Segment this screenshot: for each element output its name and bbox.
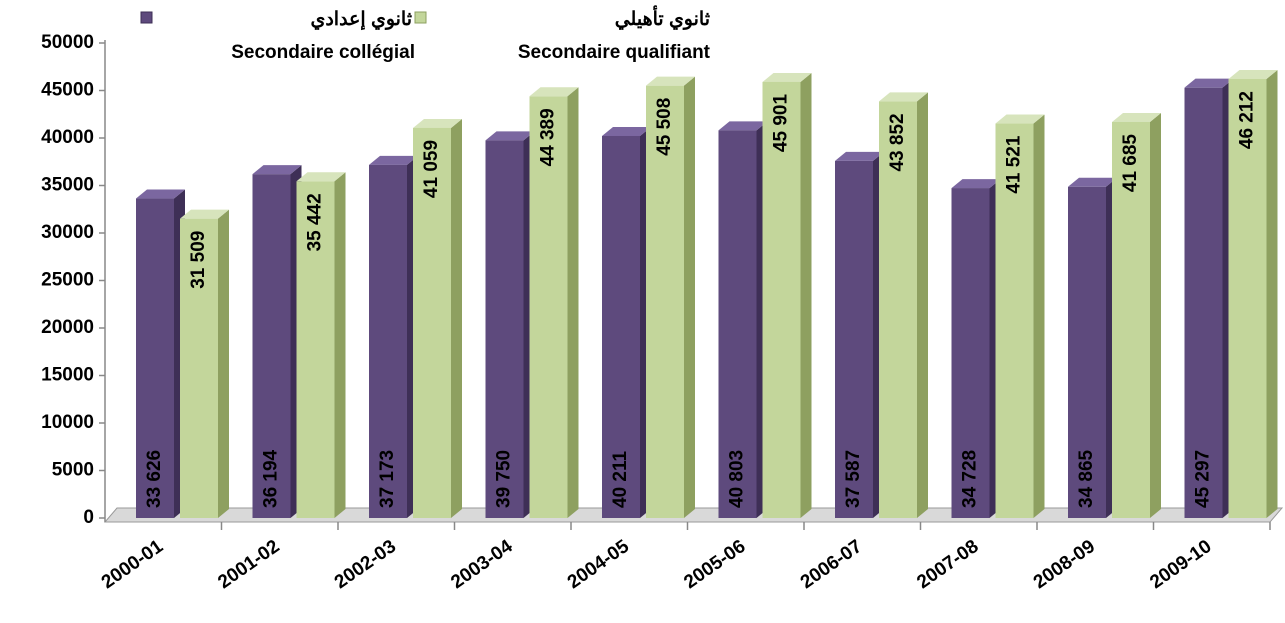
bar-top	[1112, 112, 1161, 122]
value-label: 37 587	[843, 450, 864, 508]
value-label: 41 685	[1120, 134, 1141, 193]
bar	[835, 160, 873, 518]
legend-label: Secondaire collégial	[231, 42, 415, 63]
value-label: 35 442	[305, 193, 326, 251]
value-label: 34 865	[1076, 449, 1097, 508]
x-tick-label: 2008-09	[1030, 536, 1099, 593]
bar	[252, 174, 291, 519]
legend-label-ar: ثانوي تأهيلي	[615, 5, 710, 31]
value-label: 45 901	[771, 94, 792, 153]
bar-top	[413, 118, 462, 128]
bar-top	[296, 172, 346, 182]
x-tick-label: 2006-07	[797, 536, 866, 593]
bar	[951, 188, 990, 519]
value-label: 31 509	[188, 231, 209, 289]
value-label: 37 173	[377, 450, 398, 508]
x-tick-label: 2004-05	[564, 536, 634, 593]
value-label: 43 852	[887, 113, 908, 171]
bar	[602, 135, 640, 519]
value-label: 44 389	[538, 108, 559, 166]
bar-top	[485, 131, 535, 141]
x-tick-label: 2002-03	[331, 536, 400, 593]
bar-top	[718, 121, 768, 131]
x-tick-label: 2005-06	[680, 536, 749, 593]
bar-top	[529, 87, 579, 97]
legend-label-ar: ثانوي إعدادي	[310, 9, 412, 31]
y-tick-label: 40000	[41, 127, 94, 148]
bar-side	[684, 76, 695, 518]
bar-side	[334, 172, 346, 518]
y-tick-label: 35000	[41, 175, 94, 196]
legend-swatch	[140, 11, 153, 24]
bar	[180, 218, 218, 519]
bar-top	[252, 165, 302, 175]
x-tick-label: 2007-08	[913, 536, 982, 593]
bar	[485, 140, 524, 518]
x-tick-label: 2000-01	[98, 536, 168, 593]
bar-top	[369, 155, 418, 165]
bar-top	[995, 114, 1045, 124]
bar-top	[136, 189, 185, 199]
legend-swatch	[414, 11, 427, 24]
value-label: 40 803	[727, 450, 748, 508]
value-label: 39 750	[494, 450, 515, 508]
bar-top	[1228, 69, 1278, 79]
bar-side	[451, 118, 462, 518]
y-tick-label: 30000	[41, 222, 94, 243]
bar-top	[602, 126, 651, 136]
x-tick-label: 2003-04	[447, 536, 517, 593]
bar	[762, 81, 801, 519]
bar-top	[180, 209, 229, 219]
bar-side	[800, 72, 812, 519]
bar-side	[917, 92, 928, 518]
bar	[995, 123, 1034, 518]
y-tick-label: 15000	[41, 365, 94, 386]
bar-side	[218, 209, 229, 519]
bar-top	[1184, 78, 1234, 88]
bar-side	[1150, 112, 1161, 519]
bar-top	[646, 76, 695, 86]
bar-top	[1068, 177, 1117, 187]
y-tick-label: 5000	[52, 460, 94, 481]
y-tick-label: 45000	[41, 80, 94, 101]
bar	[1112, 121, 1150, 519]
y-tick-label: 25000	[41, 270, 94, 291]
y-tick-label: 0	[83, 507, 94, 528]
bar-side	[1266, 69, 1278, 519]
value-label: 36 194	[261, 449, 282, 508]
value-label: 41 521	[1004, 135, 1025, 194]
y-tick-label: 50000	[41, 32, 94, 53]
value-label: 40 211	[610, 451, 631, 508]
bar-top	[879, 92, 928, 102]
x-tick-label: 2009-10	[1146, 536, 1215, 593]
value-label: 46 212	[1237, 91, 1258, 149]
bar	[718, 130, 757, 518]
y-tick-label: 10000	[41, 412, 94, 433]
value-label: 45 297	[1193, 450, 1214, 508]
bar	[879, 101, 917, 518]
y-tick-label: 20000	[41, 317, 94, 338]
bar	[1184, 87, 1223, 518]
value-label: 45 508	[654, 98, 675, 156]
value-label: 33 626	[144, 450, 165, 508]
bar	[1068, 186, 1106, 518]
x-tick-label: 2001-02	[214, 536, 283, 593]
bar-top	[762, 72, 812, 82]
bar	[1228, 78, 1267, 519]
value-label: 41 059	[421, 140, 442, 198]
value-label: 34 728	[960, 450, 981, 508]
bar	[413, 127, 451, 518]
legend-label: Secondaire qualifiant	[518, 42, 711, 63]
bar-top	[951, 179, 1001, 189]
bar-side	[1033, 114, 1045, 518]
bar-top	[835, 151, 884, 161]
bar	[136, 198, 174, 519]
bar	[529, 96, 568, 518]
bar	[369, 164, 407, 518]
bar	[646, 85, 684, 518]
bar-side	[567, 87, 579, 518]
bar	[296, 181, 335, 518]
